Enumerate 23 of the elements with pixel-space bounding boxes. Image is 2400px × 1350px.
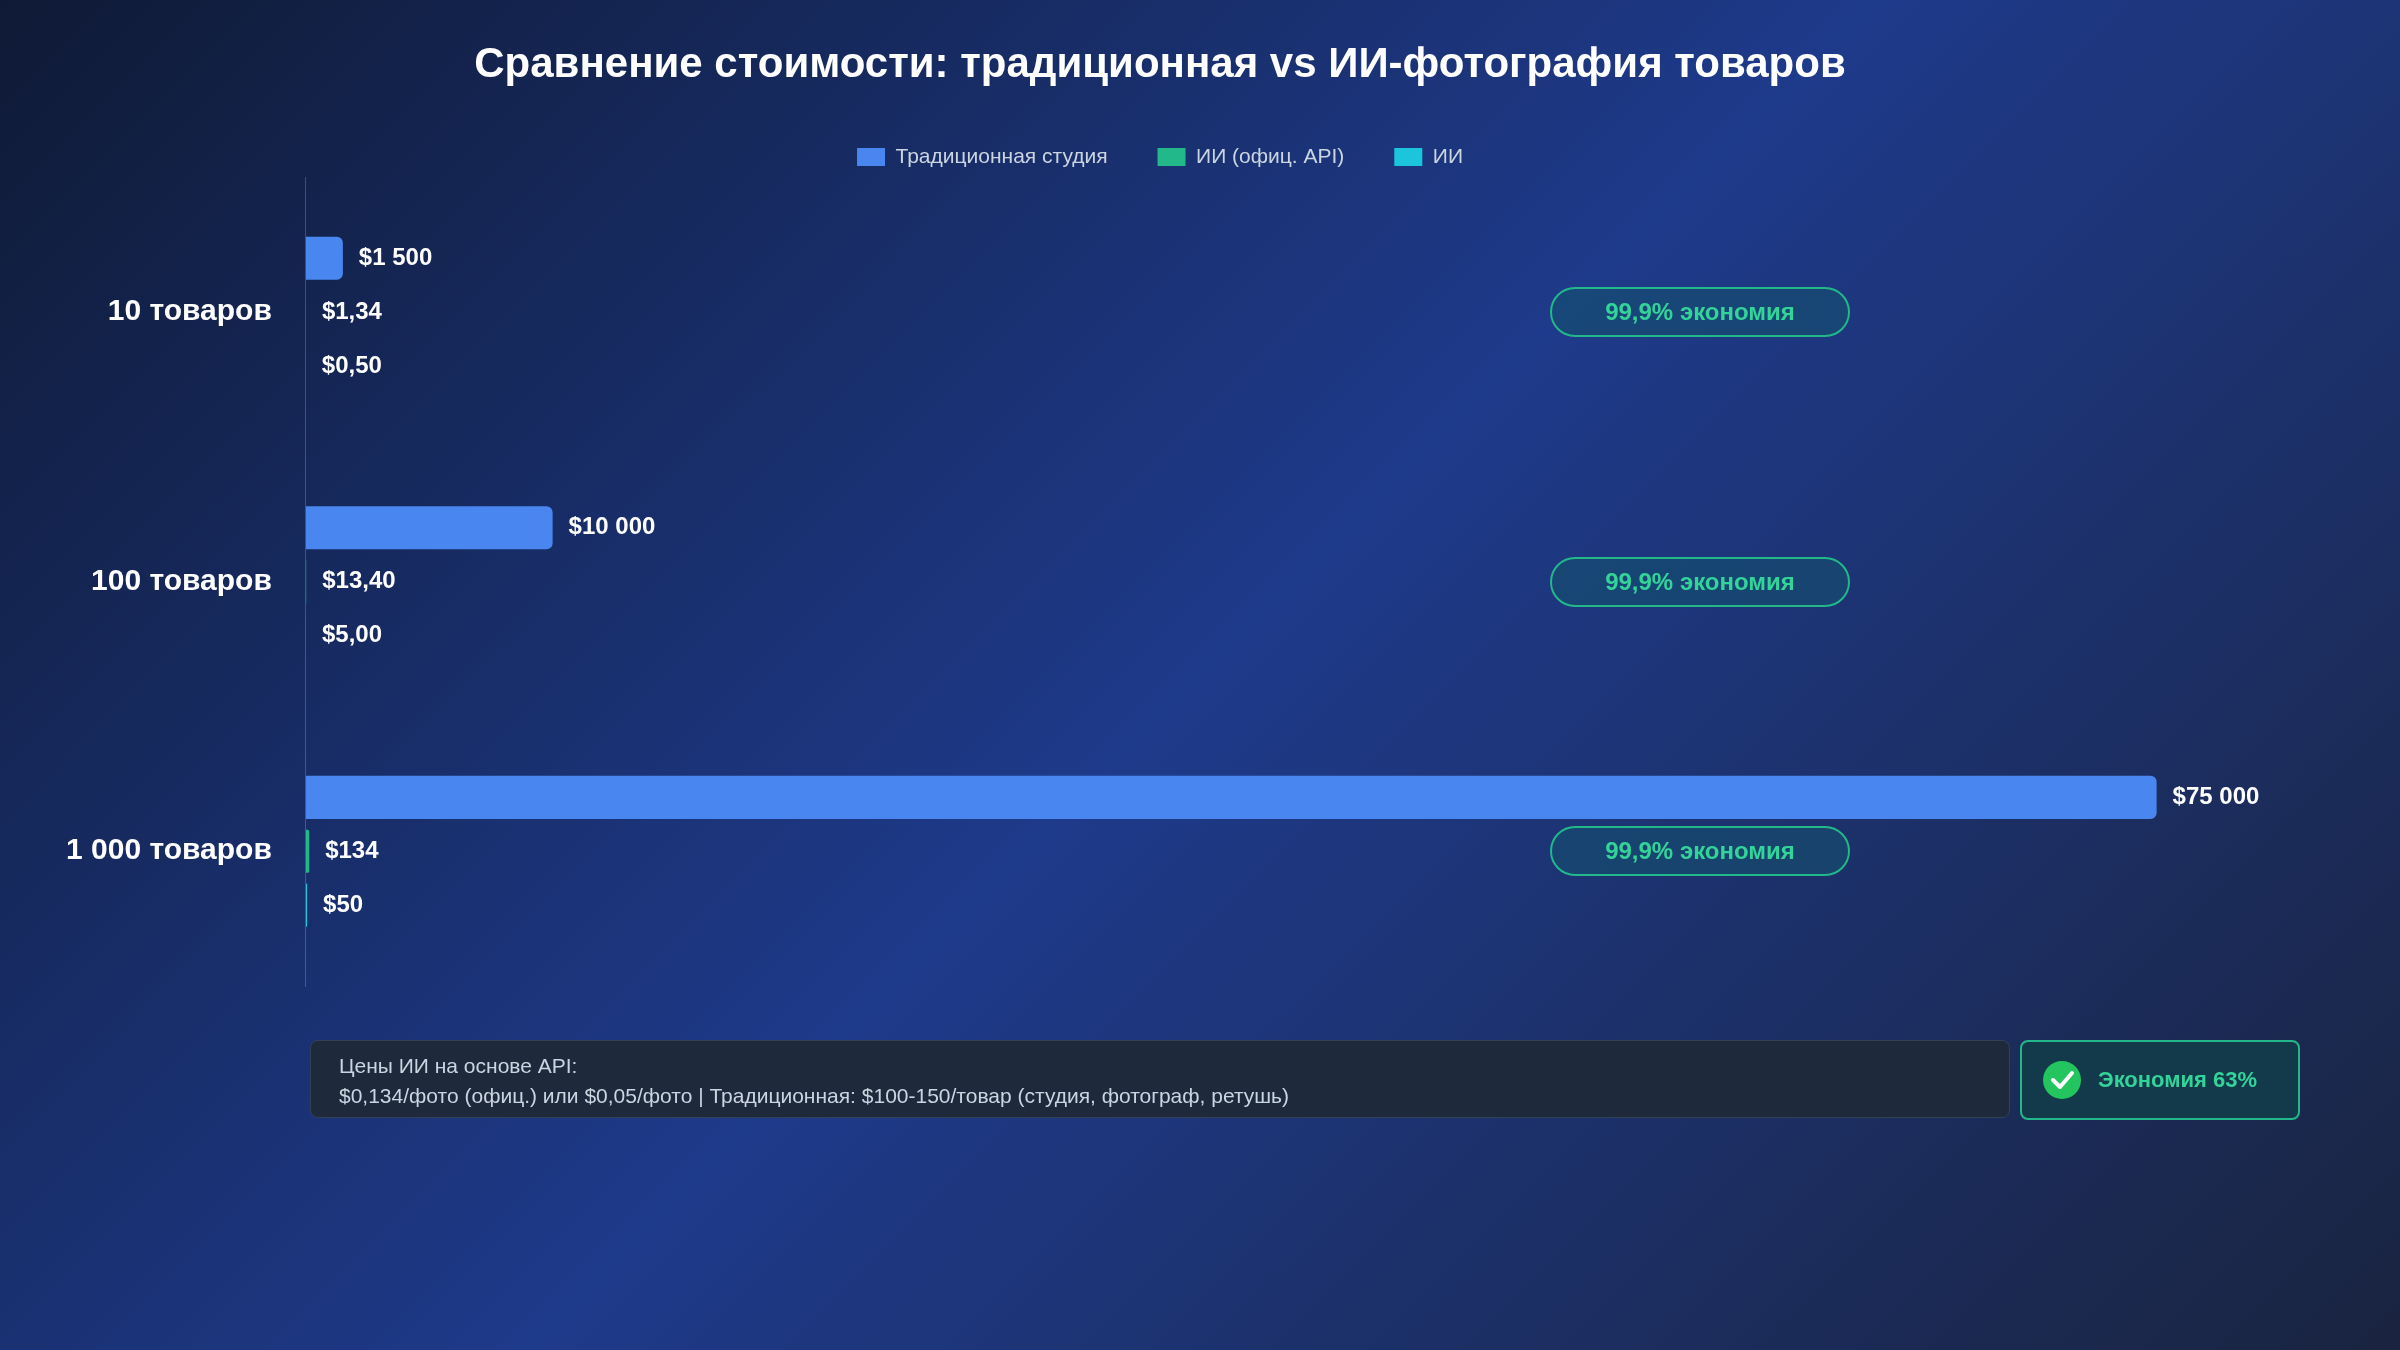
data-label: $50	[323, 889, 364, 917]
data-label: $10 000	[568, 512, 656, 540]
data-label: $13,40	[322, 566, 396, 594]
data-label: $0,50	[321, 350, 382, 378]
bar	[305, 775, 2157, 819]
data-label: $1,34	[321, 296, 383, 324]
bar	[305, 506, 553, 550]
chart-title: Сравнение стоимости: традиционная vs ИИ-фотография товаров	[474, 38, 1846, 86]
y-tick-label: 10 товаров	[107, 293, 272, 327]
bar	[305, 829, 310, 873]
data-label: $134	[325, 835, 380, 863]
legend-label: ИИ	[1432, 143, 1463, 167]
legend-label: ИИ (офиц. API)	[1196, 143, 1345, 167]
text: Цены ИИ на основе API:	[339, 1053, 579, 1079]
y-tick-label: 100 товаров	[91, 562, 272, 596]
bar	[305, 236, 343, 280]
legend-label: Традиционная студия	[895, 143, 1108, 167]
text: $0,134/фото (офиц.) или $0,05/фото | Традиционная: $100-150/товар (студия, фотограф, ретушь)	[339, 1083, 1291, 1109]
y-tick-label: 1 000 товаров	[66, 832, 272, 866]
data-label: $1 500	[358, 242, 433, 270]
data-label: $5,00	[321, 620, 383, 648]
text: Экономия 63%	[2098, 1067, 2258, 1093]
data-label: $75 000	[2172, 781, 2260, 809]
